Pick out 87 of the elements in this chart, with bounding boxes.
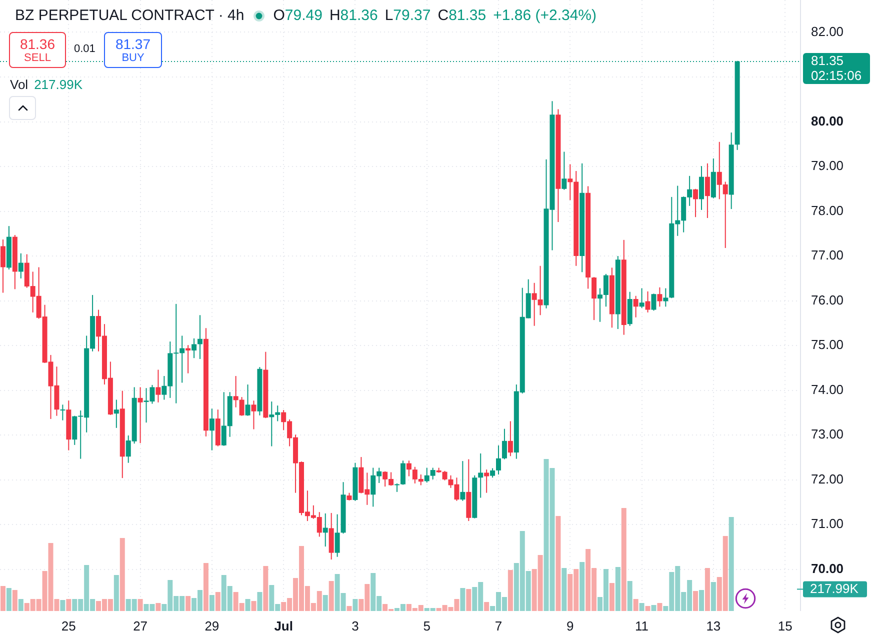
bar xyxy=(6,588,12,611)
annotation: C81.35 xyxy=(438,7,486,24)
bar xyxy=(245,599,250,611)
x-tick-label: 5 xyxy=(423,618,430,634)
x-tick-label: 29 xyxy=(204,618,220,634)
bar xyxy=(704,568,710,611)
bar xyxy=(460,588,466,611)
x-tick-label: 25 xyxy=(61,618,76,634)
bar xyxy=(639,603,644,611)
y-tick-label: 78.00 xyxy=(811,202,844,218)
annotation: +1.86 (+2.34%) xyxy=(493,6,597,26)
bar xyxy=(0,586,6,611)
bar xyxy=(66,599,72,611)
bar xyxy=(263,566,268,611)
annotation: Vol xyxy=(10,77,28,92)
bar xyxy=(728,517,734,611)
annotation: 0.01 xyxy=(74,42,96,56)
bar xyxy=(693,591,698,611)
y-tick-label: 74.00 xyxy=(811,382,844,397)
bar xyxy=(621,508,626,611)
bar xyxy=(657,603,662,611)
bar xyxy=(609,583,614,611)
bar xyxy=(203,563,208,611)
x-tick-label: 11 xyxy=(635,618,649,634)
bar xyxy=(556,516,561,611)
x-tick-label: 9 xyxy=(566,618,574,634)
annotation: H81.36 xyxy=(329,7,378,24)
x-tick-label: 7 xyxy=(494,618,502,634)
bar xyxy=(352,599,358,611)
bar xyxy=(698,590,704,611)
y-tick-label: 76.00 xyxy=(811,292,844,308)
bar xyxy=(186,596,191,611)
text: BZ PERPETUAL CONTRACT · 4h xyxy=(15,6,244,26)
y-tick-label: 71.00 xyxy=(811,516,844,532)
y-tick-label: 82.00 xyxy=(811,24,844,39)
y-tick-label: 77.00 xyxy=(811,248,844,263)
x-tick-label: Jul xyxy=(274,618,293,634)
bar xyxy=(120,538,125,611)
bar xyxy=(580,562,585,611)
candlestick xyxy=(60,404,66,420)
bar xyxy=(710,582,716,611)
candlestick xyxy=(186,345,191,374)
bar xyxy=(209,595,214,611)
annotation: O79.49 xyxy=(273,7,322,24)
y-tick-label: 70.00 xyxy=(811,560,844,576)
annotation: 217.99K xyxy=(34,77,83,92)
y-tick-label: 73.00 xyxy=(811,426,844,442)
bar xyxy=(251,601,256,611)
bar xyxy=(156,603,161,611)
bar xyxy=(60,600,66,611)
bar xyxy=(215,592,220,611)
x-tick-label: 27 xyxy=(133,618,148,634)
bar xyxy=(138,599,143,611)
y-tick-label: 72.00 xyxy=(811,471,844,486)
annotation: BUY xyxy=(122,52,144,64)
x-tick-label: 3 xyxy=(352,618,359,634)
bar xyxy=(328,581,334,611)
bar xyxy=(627,581,632,611)
text: 02:15:06 xyxy=(811,68,862,84)
annotation: SELL xyxy=(24,52,51,64)
y2-tick-label: 217.99K xyxy=(810,580,859,596)
bar xyxy=(508,570,513,611)
ref-line-label: 81.35 xyxy=(811,53,844,68)
bar xyxy=(645,606,650,611)
bar xyxy=(257,592,262,611)
bar xyxy=(12,590,18,611)
y-tick-label: 79.00 xyxy=(811,158,844,174)
bar xyxy=(484,602,490,611)
annotation: 81.36 xyxy=(20,36,56,52)
sell-button: 81.36 SELL xyxy=(9,32,66,68)
bar xyxy=(18,599,24,611)
annotation: L79.37 xyxy=(384,7,431,24)
bar xyxy=(114,575,119,611)
candlestick xyxy=(138,387,143,444)
bar xyxy=(651,605,656,611)
bar xyxy=(633,599,638,611)
y-tick-label: 75.00 xyxy=(811,337,844,352)
bar xyxy=(322,595,328,611)
bar xyxy=(562,568,567,611)
y-tick-label: 80.00 xyxy=(811,113,844,128)
bar xyxy=(346,606,352,611)
x-tick-label: 15 xyxy=(778,618,792,634)
annotation: 81.37 xyxy=(115,36,151,52)
buy-button: 81.37 BUY xyxy=(104,32,162,68)
x-tick-label: 13 xyxy=(706,618,721,634)
bar xyxy=(615,567,620,611)
bar xyxy=(466,589,472,611)
